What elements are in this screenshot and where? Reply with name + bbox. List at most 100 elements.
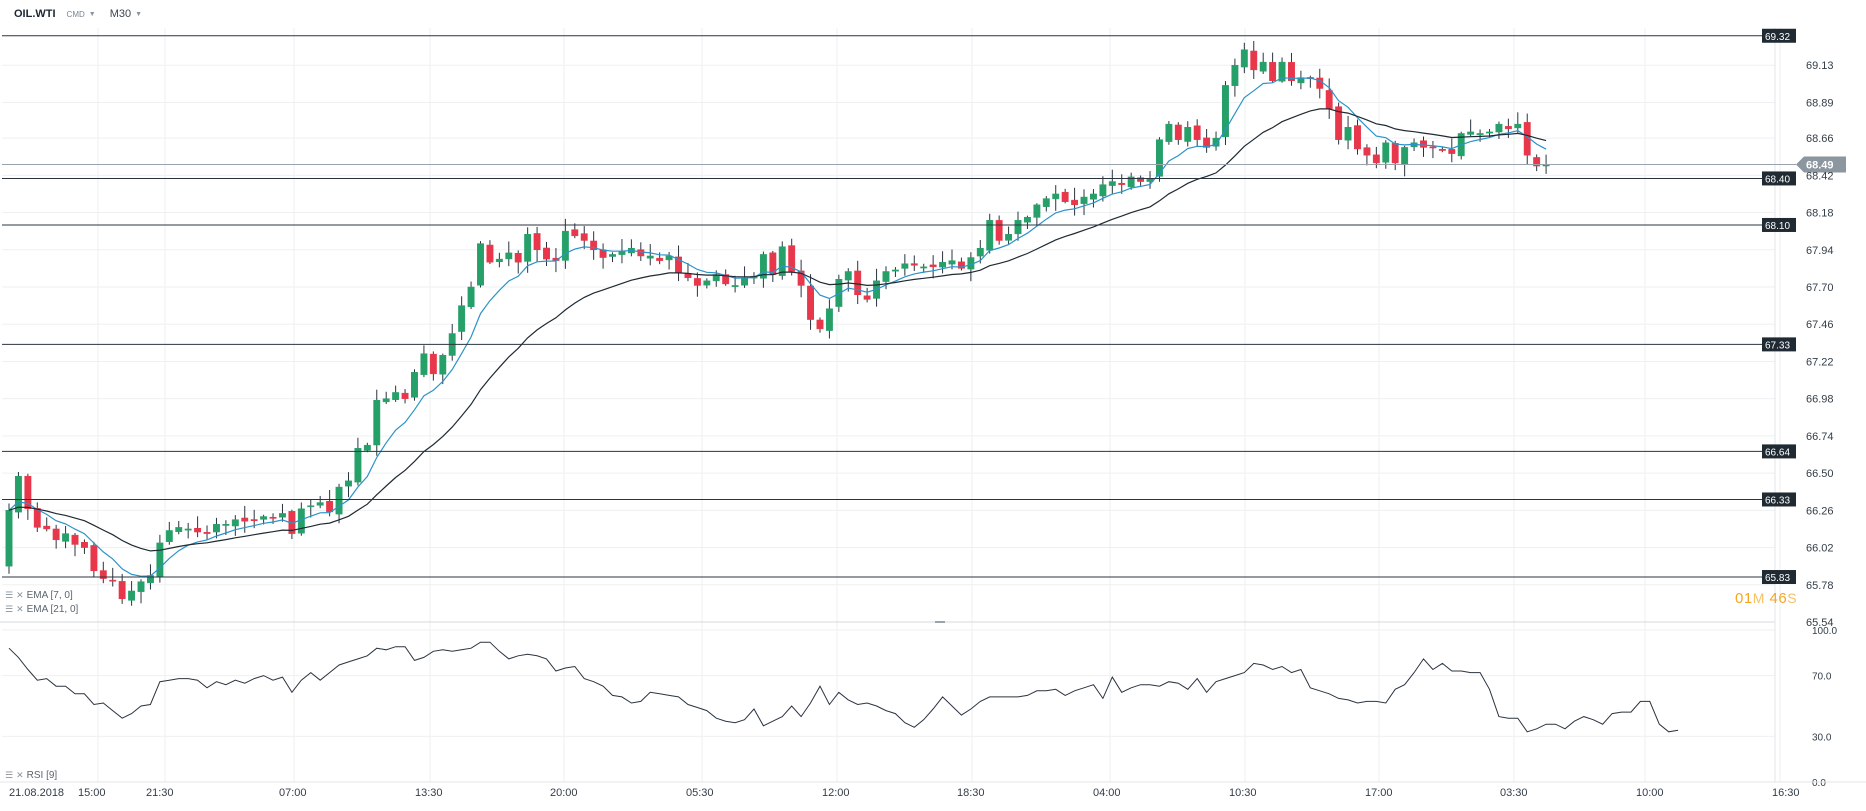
lines-icon[interactable]: ☰ — [5, 770, 14, 780]
candle-bullish — [1476, 133, 1484, 135]
candle-bearish — [269, 516, 277, 519]
candle-bullish — [901, 263, 909, 269]
candle-bullish — [1222, 85, 1229, 138]
candle-bullish — [759, 254, 767, 279]
level-tag — [1762, 492, 1796, 507]
candle-bearish — [109, 579, 117, 582]
ema21-label: EMA [21, 0] — [26, 604, 79, 615]
ema21-legend: ☰ ✕ EMA [21, 0] — [5, 604, 78, 615]
current-price-tag — [1796, 156, 1846, 173]
price-axis-tick: 66.50 — [1806, 468, 1834, 480]
candle-bullish — [665, 255, 673, 261]
lines-icon[interactable]: ☰ — [5, 604, 14, 614]
countdown-minutes: 01 — [1735, 590, 1753, 607]
time-axis-label: 20:00 — [550, 787, 578, 799]
candle-bullish — [477, 243, 484, 286]
candle-bearish — [1391, 143, 1399, 164]
candle-bearish — [1269, 62, 1277, 81]
candle-bearish — [1325, 90, 1333, 109]
close-icon[interactable]: ✕ — [16, 604, 24, 614]
price-axis-tick: 66.02 — [1806, 543, 1834, 555]
close-icon[interactable]: ✕ — [16, 590, 24, 600]
candle-countdown: 01M 46S — [1735, 590, 1797, 607]
candle-bullish — [891, 269, 899, 272]
price-axis-tick: 67.70 — [1806, 282, 1834, 294]
candle-bullish — [1278, 61, 1286, 82]
rsi-axis-tick: 70.0 — [1812, 672, 1832, 683]
candle-bearish — [854, 270, 862, 296]
candle-bearish — [1429, 146, 1437, 149]
candle-bullish — [5, 510, 13, 567]
candle-bullish — [1127, 176, 1135, 188]
time-axis-label: 17:00 — [1365, 787, 1393, 799]
candle-bullish — [1090, 193, 1097, 200]
candle-bearish — [1372, 154, 1380, 164]
time-axis-label: 21.08.2018 — [9, 787, 64, 799]
candle-bearish — [1448, 149, 1456, 154]
level-tag-label: 68.10 — [1765, 221, 1790, 232]
candle-bullish — [363, 444, 371, 451]
candle-bearish — [656, 257, 664, 261]
level-tag — [1762, 570, 1796, 585]
candle-bullish — [1401, 147, 1409, 165]
level-tag-label: 68.40 — [1765, 174, 1790, 185]
candle-bearish — [43, 525, 51, 530]
price-axis-tick: 65.78 — [1806, 580, 1834, 592]
candle-bearish — [203, 532, 211, 534]
candle-bearish — [816, 319, 824, 330]
price-axis-tick: 68.18 — [1806, 208, 1834, 220]
candle-bearish — [90, 545, 98, 572]
chevron-down-icon: ▼ — [88, 10, 96, 18]
candle-bearish — [1118, 182, 1126, 185]
level-tag-label: 69.32 — [1765, 32, 1790, 43]
candle-bullish — [703, 280, 711, 286]
countdown-seconds-unit: S — [1787, 590, 1798, 606]
candle-bullish — [1108, 181, 1116, 186]
candle-bullish — [939, 261, 947, 268]
candle-bullish — [279, 513, 286, 518]
candle-bearish — [486, 244, 494, 263]
instrument-type-selector[interactable]: CMD ▼ — [67, 10, 96, 19]
candle-bearish — [722, 274, 730, 285]
candle-bullish — [345, 480, 352, 487]
timeframe-selector[interactable]: M30 ▼ — [110, 8, 142, 20]
candle-bullish — [778, 246, 786, 276]
rsi-axis-tick: 100.0 — [1812, 626, 1837, 637]
level-tag-label: 65.83 — [1765, 573, 1790, 584]
countdown-minutes-unit: M — [1752, 590, 1765, 606]
candle-bullish — [156, 542, 164, 577]
lines-icon[interactable]: ☰ — [5, 590, 14, 600]
countdown-seconds: 46 — [1769, 590, 1788, 607]
candle-bullish — [741, 277, 748, 286]
level-tag — [1762, 337, 1796, 352]
rsi-line — [8, 641, 1679, 733]
candle-bearish — [1504, 126, 1512, 130]
candle-bearish — [514, 252, 522, 263]
candle-bullish — [1514, 123, 1522, 129]
candle-bullish — [184, 528, 192, 531]
candle-bearish — [788, 245, 796, 272]
symbol-selector[interactable]: OIL.WTI — [14, 8, 56, 20]
candle-bearish — [71, 534, 79, 545]
candle-bullish — [561, 230, 569, 261]
timeframe-label: M30 — [109, 8, 132, 20]
candle-bearish — [1363, 147, 1371, 156]
candles — [5, 40, 1550, 606]
candle-bearish — [80, 542, 88, 548]
close-icon[interactable]: ✕ — [16, 770, 24, 780]
candle-bullish — [1382, 142, 1390, 163]
chevron-down-icon: ▼ — [135, 10, 143, 18]
symbol-label: OIL.WTI — [14, 8, 56, 20]
candle-bullish — [354, 448, 362, 483]
candle-bearish — [1061, 191, 1069, 202]
candle-bullish — [882, 271, 890, 282]
candle-bullish — [439, 354, 447, 375]
level-tag — [1762, 444, 1796, 459]
candle-bullish — [335, 486, 343, 515]
ema7-label: EMA [7, 0] — [26, 590, 73, 601]
time-axis-label: 12:00 — [822, 787, 850, 799]
candle-bullish — [1080, 196, 1088, 204]
panel-resize-handle[interactable] — [935, 621, 945, 623]
time-axis-label: 05:30 — [686, 787, 714, 799]
